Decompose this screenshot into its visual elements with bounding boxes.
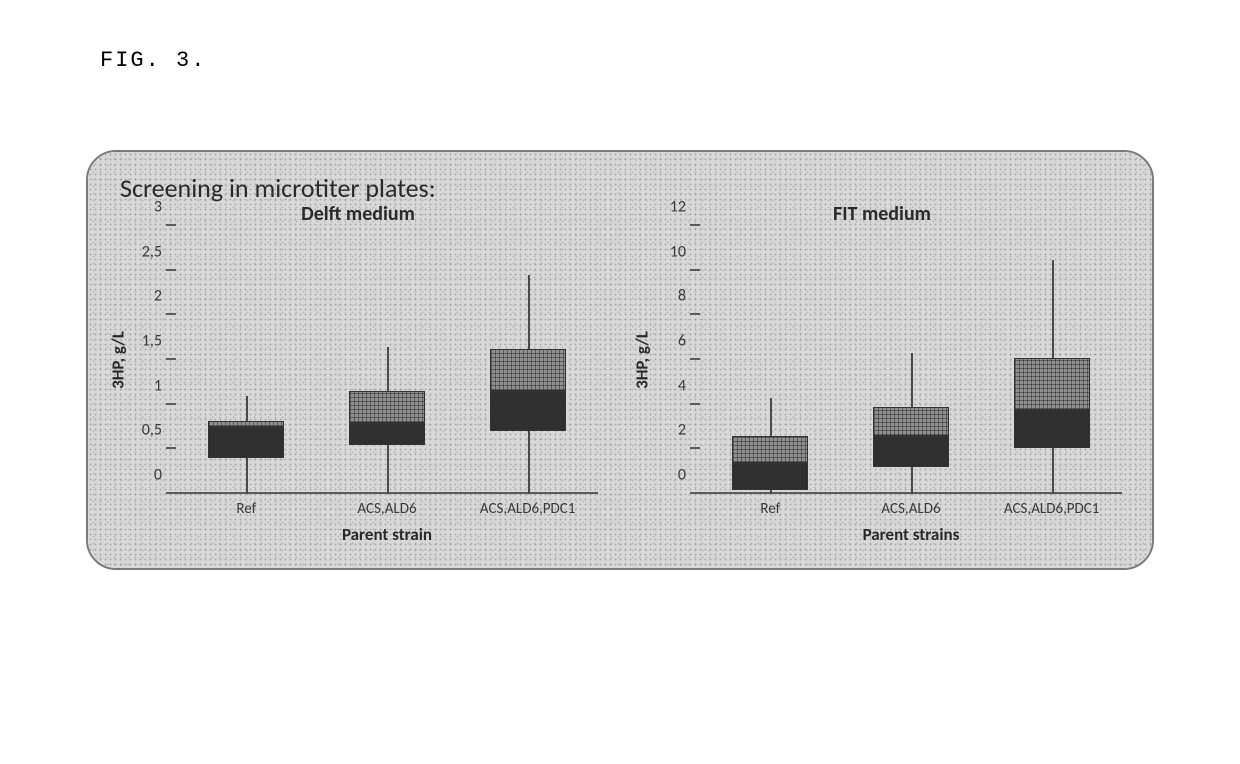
box-upper	[732, 436, 808, 463]
box-upper	[490, 349, 566, 391]
y-tick-label: 6	[678, 332, 686, 351]
y-tick-label: 0	[678, 466, 686, 485]
y-tick-label: 12	[670, 198, 686, 217]
box-lower	[732, 463, 808, 490]
y-tick	[166, 358, 176, 360]
box-lower	[208, 427, 284, 458]
y-tick	[690, 447, 700, 449]
box-group	[349, 226, 425, 494]
box-group	[873, 226, 949, 494]
y-tick	[166, 492, 176, 494]
y-tick	[166, 224, 176, 226]
x-axis-label: Parent strains	[700, 524, 1122, 545]
y-tick	[690, 269, 700, 271]
chart-delft: Delft medium00,511,522,533HP, g/LParent …	[106, 202, 610, 550]
chart-title: Delft medium	[106, 202, 610, 226]
box-lower	[873, 436, 949, 467]
y-axis-label: 3HP, g/L	[632, 331, 653, 389]
x-tick-label: ACS,ALD6,PDC1	[1004, 500, 1099, 518]
box-group	[490, 226, 566, 494]
box-upper	[349, 391, 425, 422]
y-tick	[690, 224, 700, 226]
box-lower	[490, 391, 566, 431]
box-upper	[208, 421, 284, 427]
y-tick-label: 0	[154, 466, 162, 485]
box-group	[208, 226, 284, 494]
y-tick	[166, 447, 176, 449]
y-axis-label: 3HP, g/L	[108, 331, 129, 389]
y-tick	[166, 269, 176, 271]
y-tick	[690, 403, 700, 405]
figure-panel: Screening in microtiter plates: Delft me…	[86, 150, 1154, 570]
x-tick-label: ACS,ALD6,PDC1	[480, 500, 575, 518]
box-group	[732, 226, 808, 494]
figure-label: FIG. 3.	[100, 48, 206, 73]
x-tick-label: ACS,ALD6	[357, 500, 416, 518]
box-upper	[1014, 358, 1090, 410]
y-tick-label: 3	[154, 198, 162, 217]
plot-area: 00,511,522,533HP, g/LParent strainRefACS…	[176, 226, 598, 494]
y-tick	[166, 313, 176, 315]
x-tick-label: Ref	[760, 500, 780, 518]
y-tick-label: 1,5	[142, 332, 162, 351]
box-upper	[873, 407, 949, 436]
y-tick	[166, 403, 176, 405]
plot-area: 0246810123HP, g/LParent strainsRefACS,AL…	[700, 226, 1122, 494]
y-tick-label: 0,5	[142, 421, 162, 440]
x-axis-label: Parent strain	[176, 524, 598, 545]
y-tick	[690, 313, 700, 315]
x-tick-label: ACS,ALD6	[881, 500, 940, 518]
y-tick-label: 1	[154, 376, 162, 395]
y-tick-label: 2,5	[142, 242, 162, 261]
y-tick-label: 4	[678, 376, 686, 395]
box-lower	[349, 423, 425, 445]
panel-title: Screening in microtiter plates:	[120, 172, 436, 204]
y-tick-label: 2	[678, 421, 686, 440]
chart-fit: FIT medium0246810123HP, g/LParent strain…	[630, 202, 1134, 550]
y-tick	[690, 492, 700, 494]
x-tick-label: Ref	[236, 500, 256, 518]
box-lower	[1014, 410, 1090, 448]
y-tick-label: 2	[154, 287, 162, 306]
y-tick-label: 10	[670, 242, 686, 261]
charts-row: Delft medium00,511,522,533HP, g/LParent …	[106, 202, 1134, 550]
box-group	[1014, 226, 1090, 494]
y-tick-label: 8	[678, 287, 686, 306]
y-tick	[690, 358, 700, 360]
chart-title: FIT medium	[630, 202, 1134, 226]
